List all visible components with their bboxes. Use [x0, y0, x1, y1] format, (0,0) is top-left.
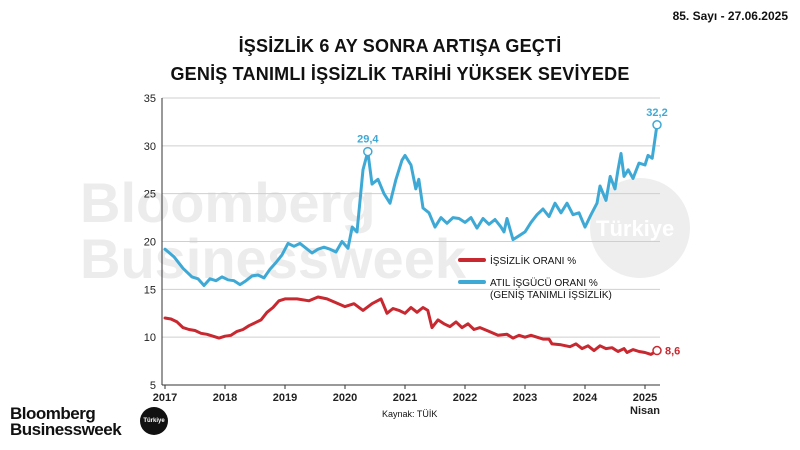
- watermark-badge: [590, 178, 690, 278]
- series-line-issizlik: [163, 295, 659, 356]
- x-tick-label: 2022: [453, 392, 477, 404]
- watermark-badge-text: Türkiye: [596, 216, 674, 241]
- x-tick-label: 2018: [213, 392, 237, 404]
- peak-marker: [363, 146, 373, 157]
- x-tick-label: 2023: [513, 392, 537, 404]
- end-point-marker: [652, 345, 662, 356]
- issue-date: 85. Sayı - 27.06.2025: [672, 9, 788, 23]
- series-line-atil-isgucu: [163, 123, 659, 287]
- y-tick-label: 30: [144, 141, 156, 153]
- y-tick-label: 20: [144, 237, 156, 249]
- chart-title: İŞSİZLİK 6 AY SONRA ARTIŞA GEÇTİ: [238, 36, 562, 56]
- peak-value-label: 29,4: [357, 134, 379, 146]
- source-note: Kaynak: TÜİK: [382, 409, 438, 419]
- watermark-text: Businessweek: [80, 227, 467, 290]
- legend-label: İŞSİZLİK ORANI %: [490, 254, 576, 267]
- y-tick-label: 35: [144, 93, 156, 105]
- legend-label-sub: (GENİŞ TANIMLI İŞSİZLİK): [490, 288, 612, 301]
- x-tick-label: 2017: [153, 392, 177, 404]
- x-tick-sublabel: Nisan: [630, 405, 660, 417]
- legend-label: ATIL İŞGÜCÜ ORANI %: [490, 276, 598, 289]
- watermark: Bloomberg Businessweek Türkiye: [80, 171, 690, 290]
- y-tick-label: 10: [144, 332, 156, 344]
- x-tick-label: 2019: [273, 392, 297, 404]
- x-tick-label: 2025: [633, 392, 657, 404]
- brand-logo: Bloomberg Businessweek: [10, 404, 122, 439]
- legend: İŞSİZLİK ORANI % ATIL İŞGÜCÜ ORANI %(GENİ…: [458, 254, 612, 301]
- y-tick-label: 25: [144, 189, 156, 201]
- end-value-label: 32,2: [646, 107, 667, 119]
- x-tick-label: 2024: [573, 392, 598, 404]
- chart-subtitle: GENİŞ TANIMLI İŞSİZLİK TARİHİ YÜKSEK SEV…: [170, 64, 630, 84]
- y-tick-label: 5: [150, 380, 156, 392]
- brand-badge: Türkiye: [140, 407, 168, 435]
- end-value-label: 8,6: [665, 346, 680, 358]
- x-tick-label: 2020: [333, 392, 357, 404]
- watermark-text: Bloomberg: [80, 171, 376, 234]
- x-tick-label: 2021: [393, 392, 417, 404]
- end-point-marker: [652, 120, 662, 130]
- y-tick-label: 15: [144, 284, 156, 296]
